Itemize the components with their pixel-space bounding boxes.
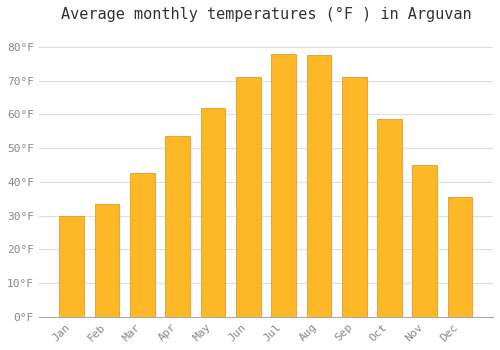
Bar [166,136,190,317]
Bar [306,55,331,317]
Bar [271,54,296,317]
Bar [342,77,366,317]
Bar [412,165,437,317]
Bar [130,174,155,317]
Title: Average monthly temperatures (°F ) in Arguvan: Average monthly temperatures (°F ) in Ar… [60,7,471,22]
Bar [236,77,260,317]
Bar [448,197,472,317]
Bar [94,204,120,317]
Bar [377,119,402,317]
Bar [200,108,226,317]
Bar [60,216,84,317]
